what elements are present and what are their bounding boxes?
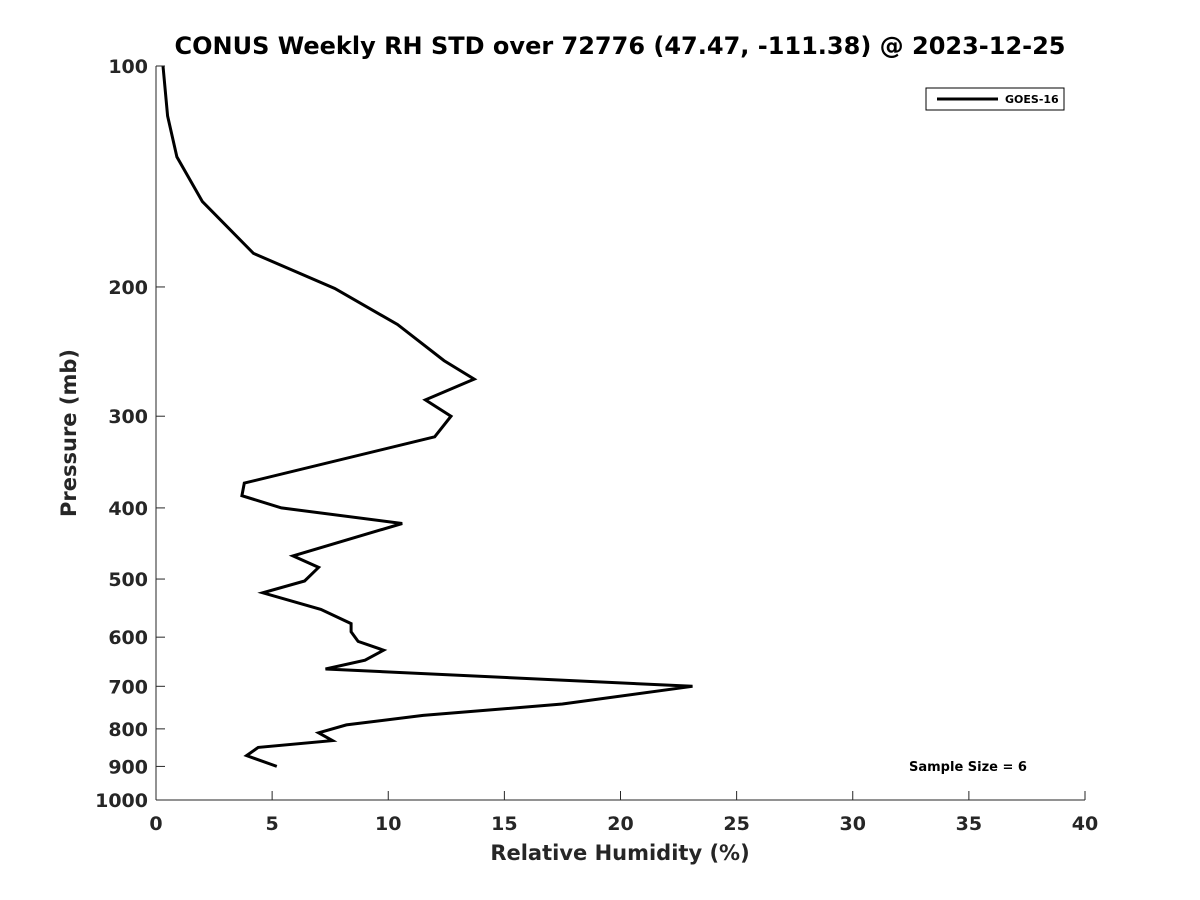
legend-label: GOES-16 <box>1005 93 1059 106</box>
x-axis-label: Relative Humidity (%) <box>490 841 749 865</box>
x-tick-label: 25 <box>723 813 749 835</box>
y-tick-label: 100 <box>108 56 148 78</box>
x-tick-label: 35 <box>956 813 982 835</box>
y-tick-label: 600 <box>108 627 148 649</box>
y-tick-label: 300 <box>108 406 148 428</box>
legend: GOES-16 <box>925 87 1065 111</box>
x-tick-label: 20 <box>607 813 633 835</box>
series-line-goes-16 <box>161 65 693 768</box>
y-tick-label: 800 <box>108 719 148 741</box>
axis-ticks: 0 5 10 15 20 25 30 35 40 100 200 300 400 500 600 700 800… <box>95 56 1098 835</box>
chart-title: CONUS Weekly RH STD over 72776 (47.47, -… <box>174 32 1065 60</box>
x-tick-label: 0 <box>149 813 162 835</box>
y-axis-label: Pressure (mb) <box>57 349 81 517</box>
y-tick-label: 700 <box>108 676 148 698</box>
y-tick-label: 400 <box>108 498 148 520</box>
sample-size-annotation: Sample Size = 6 <box>909 760 1027 775</box>
y-tick-label: 200 <box>108 277 148 299</box>
y-tick-label: 1000 <box>95 790 148 812</box>
x-tick-label: 15 <box>491 813 517 835</box>
x-tick-label: 40 <box>1072 813 1098 835</box>
x-tick-label: 10 <box>375 813 401 835</box>
y-tick-label: 500 <box>108 569 148 591</box>
plot-area <box>155 65 1085 801</box>
x-tick-label: 5 <box>266 813 279 835</box>
x-tick-label: 30 <box>840 813 866 835</box>
y-tick-label: 900 <box>108 756 148 778</box>
